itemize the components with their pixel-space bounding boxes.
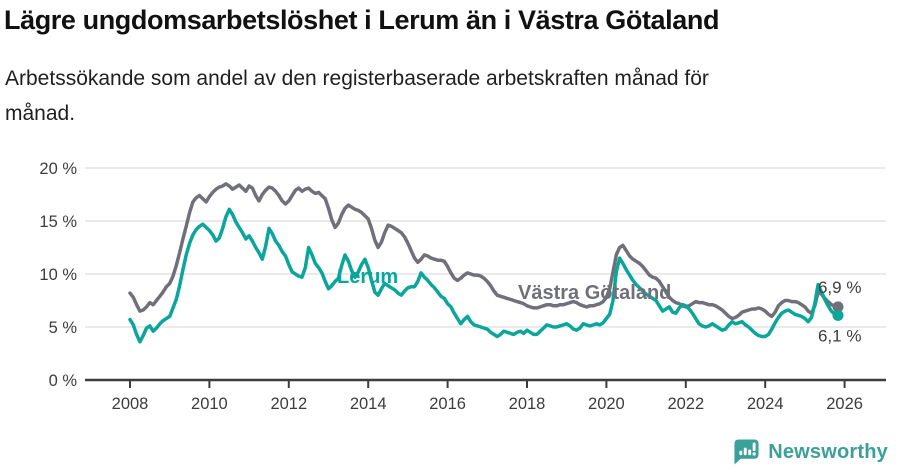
- chart-subtitle-line2: månad.: [5, 102, 76, 125]
- x-axis-label: 2018: [509, 395, 546, 413]
- end-dot-v-stra-g-taland: [832, 301, 844, 313]
- x-axis-label: 2026: [826, 395, 863, 413]
- end-value-label: 6,9 %: [818, 278, 861, 297]
- x-axis-label: 2012: [270, 395, 307, 413]
- chart-subtitle-line1: Arbetssökande som andel av den registerb…: [5, 67, 709, 90]
- y-axis-label: 5 %: [49, 319, 78, 337]
- exclamation-glyph: [752, 442, 756, 452]
- newsworthy-logo: Newsworthy: [733, 438, 888, 467]
- x-axis-label: 2014: [350, 395, 387, 413]
- series-line-v-stra-g-taland: [128, 182, 840, 321]
- newsworthy-icon: [734, 439, 759, 465]
- chart-title: Lägre ungdomsarbetslöshet i Lerum än i V…: [4, 5, 720, 35]
- x-axis-label: 2022: [667, 395, 704, 413]
- x-axis-label: 2020: [588, 395, 625, 413]
- x-axis-label: 2008: [112, 395, 149, 413]
- x-axis-label: 2010: [191, 395, 228, 413]
- end-dot-lerum: [832, 309, 844, 321]
- series-line-lerum: [128, 207, 840, 344]
- y-axis-label: 20 %: [39, 160, 77, 178]
- newsworthy-wordmark: Newsworthy: [768, 441, 888, 463]
- chart-subtitle: Arbetssökande som andel av den registerb…: [5, 61, 845, 131]
- y-axis-label: 15 %: [39, 213, 77, 231]
- series-label-v-stra-g-taland: Västra Götaland: [518, 282, 671, 304]
- x-axis-label: 2016: [429, 395, 466, 413]
- series-label-lerum: Lerum: [337, 266, 398, 288]
- x-axis-label: 2024: [747, 395, 784, 413]
- end-value-label: 6,1 %: [818, 326, 861, 345]
- bar-chart-glyph: [739, 450, 743, 456]
- y-axis-label: 10 %: [39, 266, 77, 284]
- y-axis-label: 0 %: [49, 372, 78, 390]
